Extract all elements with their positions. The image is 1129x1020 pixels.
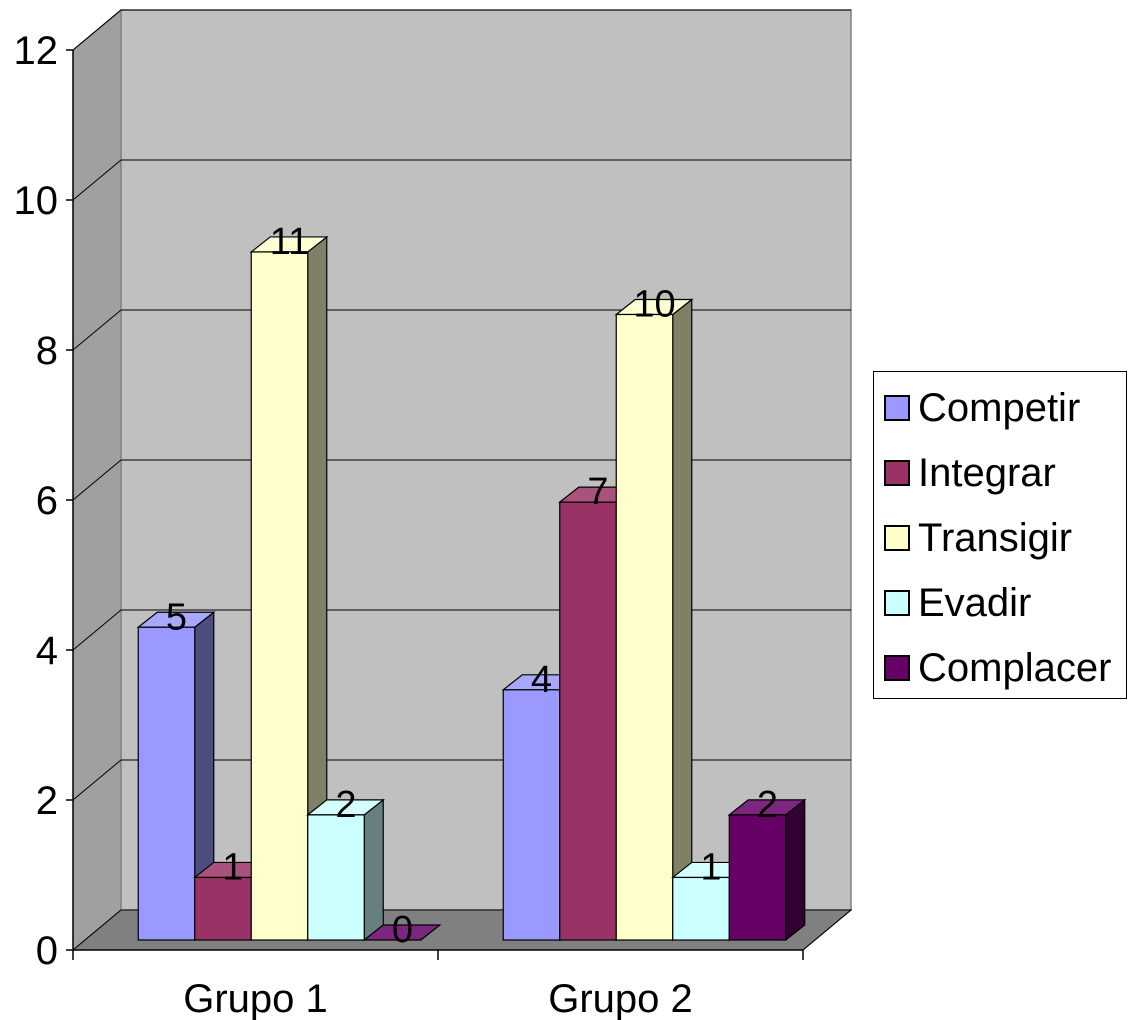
legend: Competir Integrar Transigir Evadir Complacer — [873, 371, 1127, 699]
bar-front-face — [307, 814, 365, 941]
legend-item: Competir — [884, 383, 1080, 433]
data-label: 10 — [633, 284, 675, 326]
bar — [306, 798, 385, 942]
legend-label: Integrar — [918, 451, 1056, 495]
y-tick-label: 12 — [14, 29, 59, 73]
bar — [727, 798, 807, 942]
y-tick-label: 6 — [36, 479, 58, 523]
legend-swatch — [884, 525, 910, 551]
y-tick-label: 8 — [36, 329, 58, 373]
legend-item: Evadir — [884, 578, 1031, 628]
bar-front-face — [137, 626, 196, 941]
bar-side-face — [672, 298, 693, 942]
bar — [249, 235, 329, 942]
legend-swatch — [884, 590, 910, 616]
gridline-diagonal — [72, 759, 122, 801]
bar-top-face — [362, 924, 442, 941]
x-tick-label: Grupo 1 — [183, 977, 328, 1020]
data-label: 1 — [700, 846, 721, 888]
legend-swatch — [884, 655, 910, 681]
floor-right-edge — [802, 909, 852, 951]
x-axis-ticks: Grupo 1 Grupo 2 — [72, 950, 804, 1020]
bar-front-face — [672, 876, 730, 941]
gridline-diagonal — [72, 9, 122, 51]
gridlines — [72, 9, 851, 801]
data-label: 2 — [757, 784, 778, 826]
y-tick-label: 10 — [14, 179, 59, 223]
bar-side-face — [785, 798, 806, 942]
data-label: 2 — [335, 784, 356, 826]
bar-front-face — [615, 313, 674, 941]
data-label: 5 — [166, 596, 187, 638]
gridline-diagonal — [72, 609, 122, 651]
bar-front-face — [194, 876, 252, 941]
bar-side-face — [363, 798, 384, 942]
legend-swatch — [884, 395, 910, 421]
bar — [362, 924, 442, 941]
y-tick-label: 0 — [36, 929, 58, 973]
legend-label: Complacer — [918, 646, 1112, 690]
legend-label: Evadir — [918, 581, 1032, 625]
data-label: 4 — [531, 659, 552, 701]
bar — [614, 298, 694, 942]
bars — [136, 235, 807, 942]
data-label: 0 — [392, 909, 413, 951]
legend-item: Complacer — [884, 643, 1111, 693]
data-label: 1 — [222, 846, 243, 888]
y-tick-label: 4 — [36, 629, 58, 673]
gridline-diagonal — [72, 159, 122, 201]
x-tick-label: Grupo 2 — [548, 977, 693, 1020]
gridline-diagonal — [72, 459, 122, 501]
bar-front-face — [559, 501, 617, 941]
bar — [136, 611, 216, 942]
legend-swatch — [884, 460, 910, 486]
bar-front-face — [250, 251, 309, 941]
legend-item: Integrar — [884, 448, 1056, 498]
data-label: 11 — [270, 221, 309, 263]
data-label: 7 — [587, 471, 608, 513]
y-axis-ticks: 0 2 4 6 8 10 12 — [14, 29, 73, 973]
legend-item: Transigir — [884, 513, 1072, 563]
bar-front-face — [728, 814, 787, 941]
legend-label: Transigir — [918, 516, 1073, 560]
gridline-diagonal — [72, 309, 122, 351]
bar-front-face — [502, 689, 561, 941]
legend-label: Competir — [918, 386, 1081, 430]
y-tick-label: 2 — [36, 779, 58, 823]
